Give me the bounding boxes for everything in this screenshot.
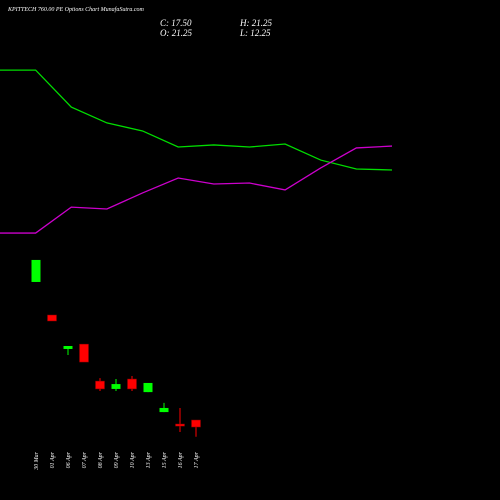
chart-title: KPITTECH 760.00 PE Options Chart MunafaS…: [7, 6, 145, 13]
x-tick-label: 15 Apr: [162, 451, 168, 468]
ohlc-label: O: 21.25: [160, 28, 192, 38]
x-tick-label: 13 Apr: [146, 451, 152, 468]
indicator-line: [0, 69, 393, 171]
ohlc-label: L: 12.25: [239, 28, 271, 38]
candle-body: [175, 423, 185, 427]
candle-body: [159, 407, 169, 413]
ohlc-label: H: 21.25: [239, 18, 272, 28]
x-tick-label: 07 Apr: [82, 451, 88, 468]
candle-body: [95, 380, 105, 390]
indicator-line: [0, 145, 393, 234]
candle-body: [79, 343, 89, 363]
ohlc-label: C: 17.50: [160, 18, 192, 28]
candle-body: [111, 384, 121, 389]
candle-body: [63, 345, 73, 349]
x-tick-label: 16 Apr: [178, 451, 184, 468]
x-tick-label: 01 Apr: [50, 451, 56, 468]
candle-body: [127, 378, 137, 390]
x-tick-label: 10 Apr: [130, 451, 136, 468]
candle-body: [47, 314, 57, 322]
x-tick-label: 06 Apr: [66, 451, 72, 468]
candle-body: [143, 382, 153, 393]
x-tick-label: 30 Mar: [34, 451, 40, 470]
x-tick-label: 08 Apr: [98, 451, 104, 468]
candle-body: [191, 419, 201, 428]
x-tick-label: 09 Apr: [114, 451, 120, 468]
x-tick-label: 17 Apr: [194, 451, 200, 468]
candle-body: [31, 259, 41, 282]
